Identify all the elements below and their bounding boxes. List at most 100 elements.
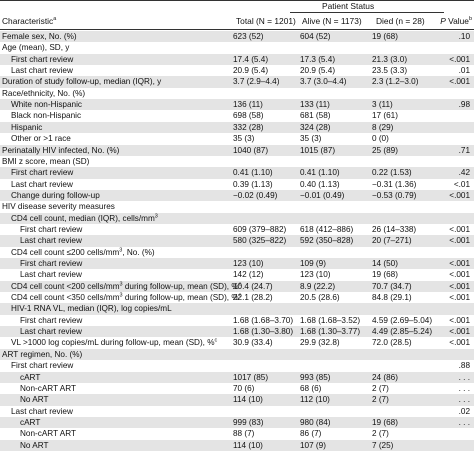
table-row: CD4 cell count ≤200 cells/mm3, No. (%) [0,247,474,258]
row-label: Last chart review [11,66,73,76]
cell: 999 (83) [233,417,264,427]
footnote-mark: a [53,16,57,23]
row-label: Last chart review [11,179,73,189]
cell: 2 (7) [372,383,389,393]
cell: . . . [458,383,470,393]
cell: . . . [458,417,470,427]
cell: 618 (412–886) [300,224,354,234]
cell: 19 (68) [372,417,398,427]
label-text: CD4 cell count ≤200 cells/mm [11,247,120,257]
cell: 123 (10) [233,259,264,268]
row-label: Age (mean), SD, y [2,43,70,53]
row-label: First chart review [11,361,74,371]
cell: <.001 [449,77,470,87]
cell: .10 [458,32,470,41]
table-row: cART 999 (83) 980 (84) 19 (68) . . . [0,416,474,429]
table-row: Last chart review 20.9 (5.4) 20.9 (5.4) 23.… [0,65,474,76]
cell: 112 (10) [300,395,330,405]
table-row: VL >1000 log copies/mL during follow-up,… [0,337,474,348]
row-label: CD4 cell count <200 cells/mm3 during fol… [11,281,241,292]
cell: <.001 [449,315,470,325]
footnote-mark: c [214,337,218,344]
row-label: Perinatally HIV infected, No. (%) [2,145,120,155]
cell: 1040 (87) [233,145,269,155]
row-label: cART [20,417,41,427]
cell: 8.9 (22.2) [300,281,336,291]
cell: 21.3 (3.0) [372,54,408,64]
cell: 4.49 (2.85–5.24) [372,327,433,337]
table-row: Last chart review 0.39 (1.13) 0.40 (1.13) −… [0,179,474,190]
cell: 332 (28) [233,122,264,132]
cell: 2 (7) [372,429,389,439]
table-row: Last chart review 1.68 (1.30–3.80) 1.68 (1… [0,326,474,338]
cell: 20 (7–271) [372,236,412,246]
cell: 20.9 (5.4) [300,66,336,76]
cell: 7 (25) [372,440,394,450]
cell: .02 [458,406,470,416]
row-label: CD4 cell count ≤200 cells/mm3, No. (%) [11,247,155,258]
footnote-mark: 3 [119,280,123,287]
cell: 22.1 (28.2) [233,293,273,303]
table-row: CD4 cell count <350 cells/mm3 during fol… [0,292,474,303]
label-text: CD4 cell count <350 cells/mm [11,293,120,303]
cell: 1015 (87) [300,145,336,155]
footnote-mark: 3 [154,212,158,219]
label-text: during follow-up, mean (SD), % [122,293,239,303]
table-row: First chart review 17.4 (5.4) 17.3 (5.4) 21… [0,53,474,66]
table-row: Female sex, No. (%) 623 (52) 604 (52) 19 (6… [0,31,474,43]
table-row: Last chart review 580 (325–822) 592 (350–8… [0,235,474,247]
table-row: Perinatally HIV infected, No. (%) 1040 (8… [0,144,474,156]
cell: 8 (29) [372,122,394,132]
group-rule [290,12,444,13]
column-header: Alive (N = 1173) [302,16,362,26]
cell: 1.68 (1.30–3.80) [233,327,294,337]
table-row: Change during follow-up −0.02 (0.49) −0.01… [0,189,474,202]
row-label: Last chart review [11,406,73,416]
cell: 623 (52) [233,32,264,41]
footnote-mark: c [238,292,242,299]
cell: 35 (3) [233,134,255,144]
cell: 681 (58) [300,111,331,121]
cell: 68 (6) [300,383,322,393]
row-label: First chart review [11,168,74,178]
row-label: Hispanic [11,122,43,132]
cell: 0.22 (1.53) [372,168,412,178]
table-row: Hispanic 332 (28) 324 (28) 8 (29) [0,121,474,134]
cell: 10.4 (24.7) [233,281,273,291]
cell: 88 (7) [233,429,255,439]
cell: 592 (350–828) [300,236,354,246]
cell: 0.41 (1.10) [300,168,340,178]
row-label: First chart review [20,259,83,268]
table-row: No ART 114 (10) 107 (9) 7 (25) [0,439,474,451]
top-rule [0,0,474,1]
footnote-mark: b [468,16,472,23]
cell: <.001 [449,281,470,291]
row-label: Last chart review [20,270,82,280]
cell: 136 (11) [233,100,263,110]
cell: 70.7 (34.7) [372,281,412,291]
table-row: First chart review 0.41 (1.10) 0.41 (1.10)… [0,167,474,179]
cell: 84.8 (29.1) [372,293,412,303]
cell: 20.5 (28.6) [300,293,340,303]
row-label: Non-cART ART [20,429,76,439]
footnote-mark: c [238,280,242,287]
cell: <.001 [449,259,470,268]
cell: .88 [458,361,470,371]
cell: 107 (9) [300,440,326,450]
table-row: ART regimen, No. (%) [0,348,474,361]
row-label: Black non-Hispanic [11,111,82,121]
cell: 993 (85) [300,372,331,382]
table-row: Non-cART ART 88 (7) 86 (7) 2 (7) [0,428,474,439]
table-row: White non-Hispanic 136 (11) 133 (11) 3 (11)… [0,99,474,111]
cell: 580 (325–822) [233,236,287,246]
cell: 3.7 (3.0–4.4) [300,77,347,87]
row-label: Change during follow-up [11,190,100,200]
cell: .01 [458,66,470,76]
cell: <.001 [449,54,470,64]
table-row: CD4 cell count <200 cells/mm3 during fol… [0,280,474,293]
row-label: Duration of study follow-up, median (IQR… [2,77,162,87]
table-row: First chart review .88 [0,360,474,371]
footnote-mark: 3 [119,246,123,253]
cell: 72.0 (28.5) [372,338,412,348]
row-label: Last chart review [20,327,82,337]
